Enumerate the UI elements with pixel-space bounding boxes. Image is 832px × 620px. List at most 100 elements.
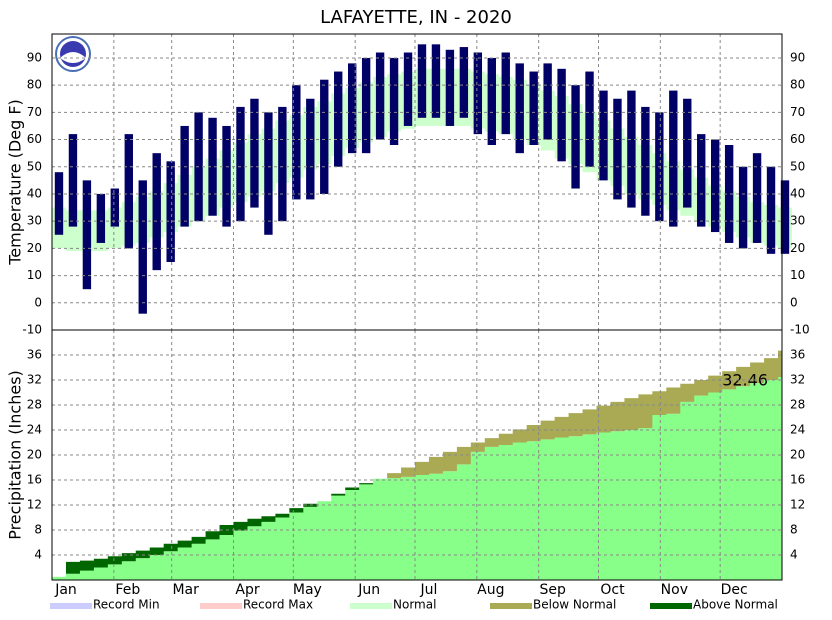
y-tick-label-right: 80	[790, 78, 805, 92]
precip-area	[415, 475, 430, 580]
y-tick-label: 30	[27, 214, 42, 228]
precip-area	[568, 436, 584, 580]
precip-area	[540, 439, 556, 580]
temp-range-bar	[278, 106, 287, 222]
precip-area	[107, 564, 123, 580]
precip-area	[177, 547, 193, 580]
y-tick-label-right: 12	[790, 498, 805, 512]
below-normal	[610, 401, 625, 432]
temp-range-bar	[375, 52, 385, 140]
x-tick-label: Jun	[357, 582, 380, 598]
above-normal	[191, 536, 207, 544]
x-tick-label: Jan	[54, 582, 77, 598]
y-axis-title: Temperature (Deg F)	[6, 99, 25, 266]
below-normal	[512, 429, 528, 443]
below-normal	[680, 383, 695, 402]
temp-range-bar	[445, 49, 455, 126]
below-normal	[638, 394, 653, 429]
temp-range-bar	[138, 180, 147, 314]
temp-range-bar	[68, 134, 78, 227]
below-normal	[750, 362, 765, 384]
y-tick-label-right: 4	[790, 548, 798, 562]
legend-label: Record Min	[93, 598, 160, 612]
y-axis-title: Precipitation (Inches)	[6, 370, 25, 540]
precip-area	[638, 428, 653, 580]
x-tick-label: Sep	[539, 582, 566, 598]
precip-area	[359, 484, 374, 580]
below-normal	[736, 366, 751, 387]
precip-area	[456, 464, 472, 580]
precip-area	[331, 495, 346, 580]
x-tick-label: May	[293, 582, 322, 598]
x-tick-label: Apr	[235, 582, 259, 598]
temp-range-bar	[501, 52, 510, 135]
temp-range-bar	[641, 106, 650, 216]
plot-frame	[51, 329, 783, 581]
y-tick-label: 4	[34, 548, 42, 562]
x-tick-label: Dec	[721, 582, 748, 598]
above-normal	[149, 547, 165, 555]
precip-area	[624, 430, 639, 580]
y-tick-label: 70	[27, 105, 42, 119]
logo	[55, 36, 91, 72]
precip-area	[261, 521, 276, 580]
below-normal	[694, 380, 709, 396]
temp-range-bar	[124, 134, 133, 249]
temp-range-bar	[473, 52, 483, 135]
below-normal	[540, 420, 556, 440]
temp-range-bar	[334, 71, 343, 167]
x-tick-label: Mar	[172, 582, 199, 598]
y-tick-label-right: 32	[790, 373, 805, 387]
y-tick-label: 50	[27, 159, 42, 173]
x-tick-label: Aug	[477, 582, 504, 598]
y-tick-label-right: 10	[790, 268, 805, 282]
legend-label: Normal	[393, 598, 436, 612]
y-tick-label: -10	[22, 323, 42, 337]
y-tick-label: 0	[34, 295, 42, 309]
below-normal	[582, 409, 598, 435]
precip-area	[526, 441, 542, 580]
temp-range-bar	[110, 188, 120, 227]
above-normal	[205, 531, 221, 540]
temp-range-bar	[627, 90, 636, 208]
temp-range-bar	[487, 57, 496, 145]
y-tick-label: 32	[27, 373, 42, 387]
above-normal	[261, 516, 276, 522]
precip-area	[275, 517, 290, 580]
y-tick-label: 80	[27, 78, 42, 92]
precip-area	[722, 389, 737, 580]
y-tick-label: 12	[27, 498, 42, 512]
temp-range-bar	[543, 63, 552, 140]
precip-area	[387, 478, 402, 580]
y-tick-label-right: 50	[790, 159, 805, 173]
temp-range-bar	[292, 85, 301, 200]
below-normal	[778, 350, 782, 378]
temp-range-bar	[389, 57, 399, 145]
temp-range-bar	[571, 85, 580, 189]
temp-range-bar	[613, 98, 622, 200]
temp-range-bar	[250, 98, 259, 208]
above-normal	[275, 513, 290, 518]
precip-area	[778, 377, 782, 580]
above-normal	[79, 560, 95, 571]
precip-area	[65, 573, 81, 580]
below-normal	[456, 446, 472, 465]
precip-area	[484, 446, 500, 580]
y-tick-label: 28	[27, 398, 42, 412]
precip-area	[303, 506, 318, 580]
y-tick-label-right: 24	[790, 423, 805, 437]
precip-area	[219, 535, 235, 580]
temp-range-bar	[738, 166, 748, 249]
legend-label: Record Max	[243, 598, 313, 612]
temp-range-bar	[459, 47, 469, 118]
above-normal	[93, 558, 109, 568]
temp-range-bar	[780, 180, 790, 254]
precip-area	[135, 558, 151, 580]
temp-range-bar	[361, 57, 371, 154]
precip-area	[163, 551, 179, 580]
x-tick-label: Nov	[661, 582, 688, 598]
below-normal	[624, 398, 639, 430]
temp-range-bar	[697, 134, 706, 227]
precip-area	[582, 434, 598, 580]
below-normal	[764, 358, 779, 380]
